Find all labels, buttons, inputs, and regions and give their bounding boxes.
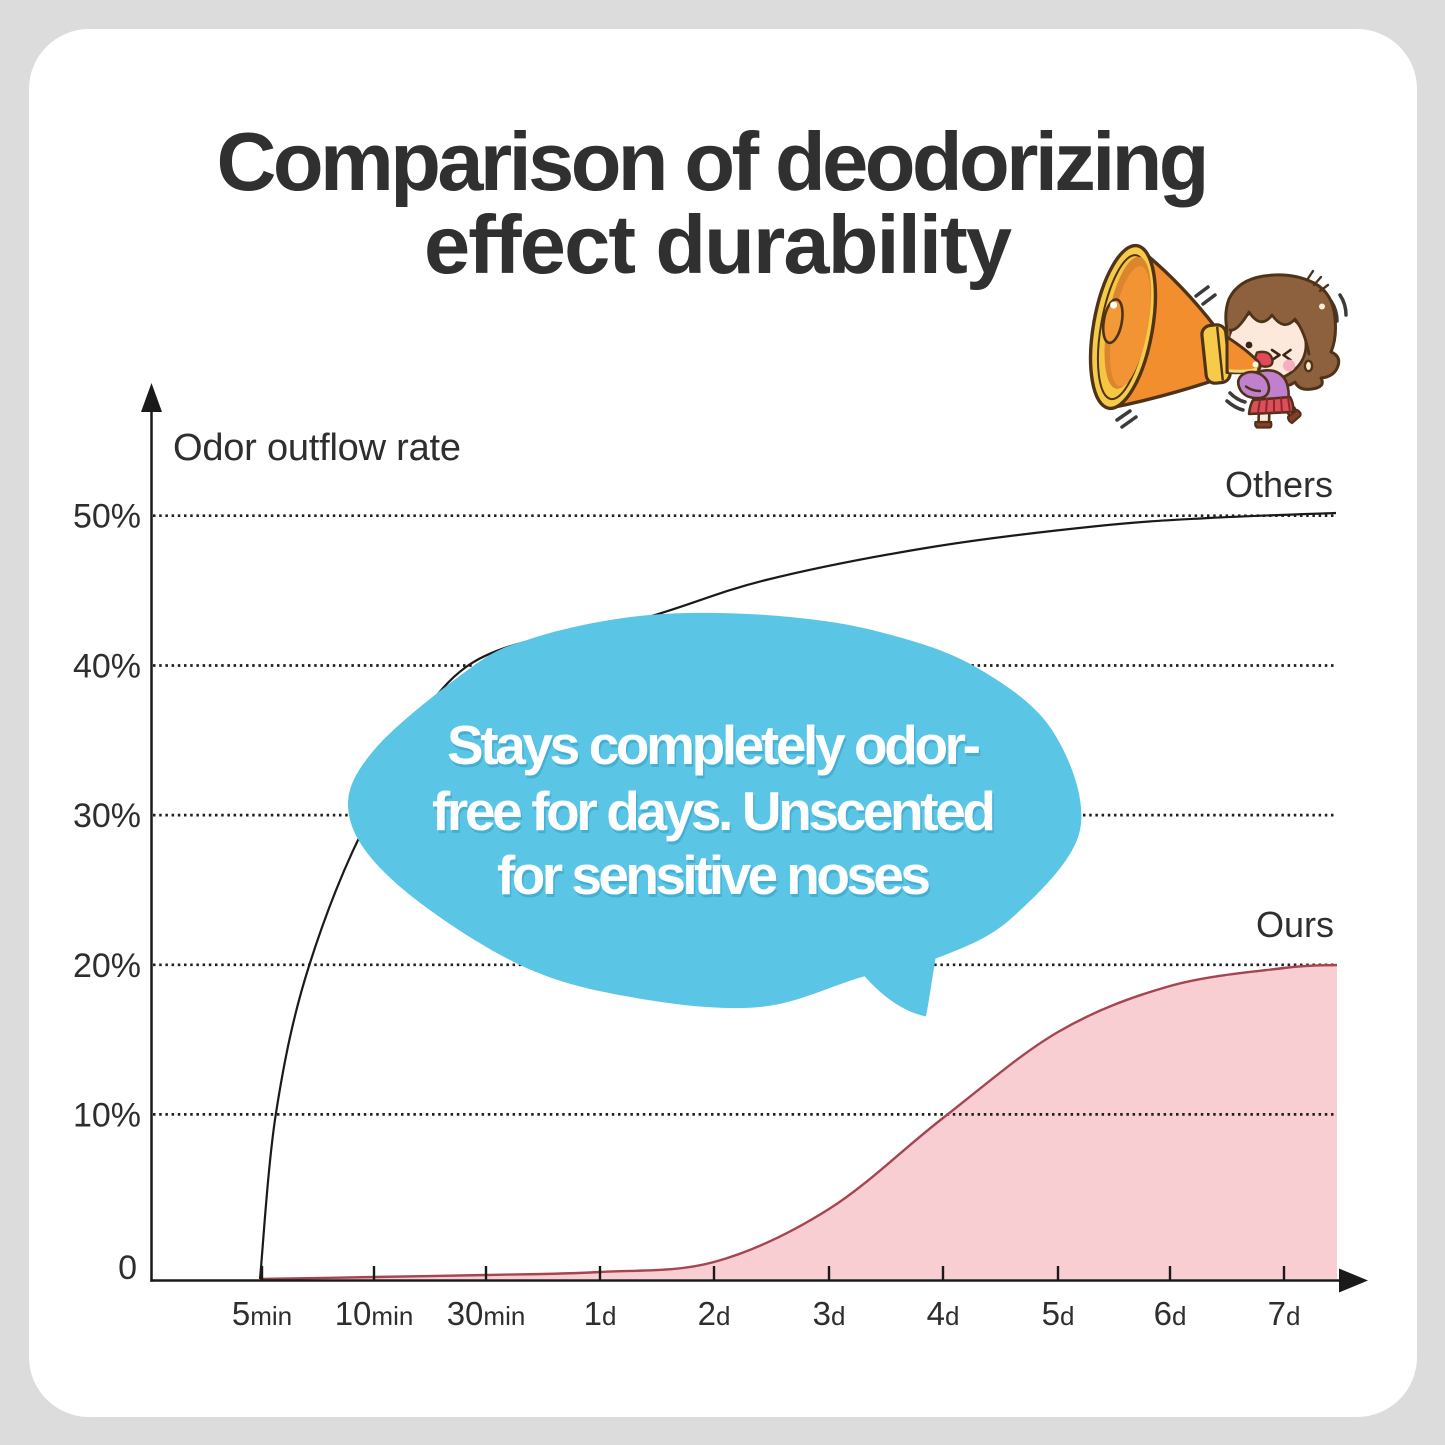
svg-text:4d: 4d (927, 1295, 960, 1332)
svg-text:free for days. Unscented: free for days. Unscented (432, 780, 996, 842)
svg-text:Others: Others (1225, 464, 1333, 505)
svg-text:30min: 30min (447, 1295, 526, 1332)
svg-text:10min: 10min (335, 1295, 414, 1332)
svg-text:6d: 6d (1154, 1295, 1187, 1332)
svg-text:40%: 40% (73, 648, 141, 686)
svg-text:20%: 20% (73, 947, 141, 985)
svg-text:50%: 50% (73, 498, 141, 536)
svg-text:free for days. Unscented: free for days. Unscented (434, 783, 998, 845)
svg-text:Stays completely odor-: Stays completely odor- (449, 717, 983, 779)
svg-text:Comparison of deodorizing: Comparison of deodorizing (217, 115, 1210, 208)
svg-text:10%: 10% (73, 1096, 141, 1134)
svg-text:effect durability: effect durability (424, 198, 1012, 291)
svg-text:5d: 5d (1042, 1295, 1075, 1332)
svg-text:30%: 30% (73, 797, 141, 835)
svg-text:7d: 7d (1268, 1295, 1301, 1332)
svg-text:2d: 2d (698, 1295, 731, 1332)
svg-text:5min: 5min (232, 1295, 292, 1332)
svg-text:Odor outflow rate: Odor outflow rate (173, 427, 461, 469)
svg-text:0: 0 (118, 1249, 137, 1287)
svg-text:Ours: Ours (1256, 904, 1334, 945)
svg-text:for sensitive noses: for sensitive noses (499, 847, 933, 909)
svg-text:for sensitive noses: for sensitive noses (497, 844, 931, 906)
svg-text:1d: 1d (584, 1295, 617, 1332)
svg-text:3d: 3d (813, 1295, 846, 1332)
svg-text:Stays completely odor-: Stays completely odor- (447, 714, 981, 776)
